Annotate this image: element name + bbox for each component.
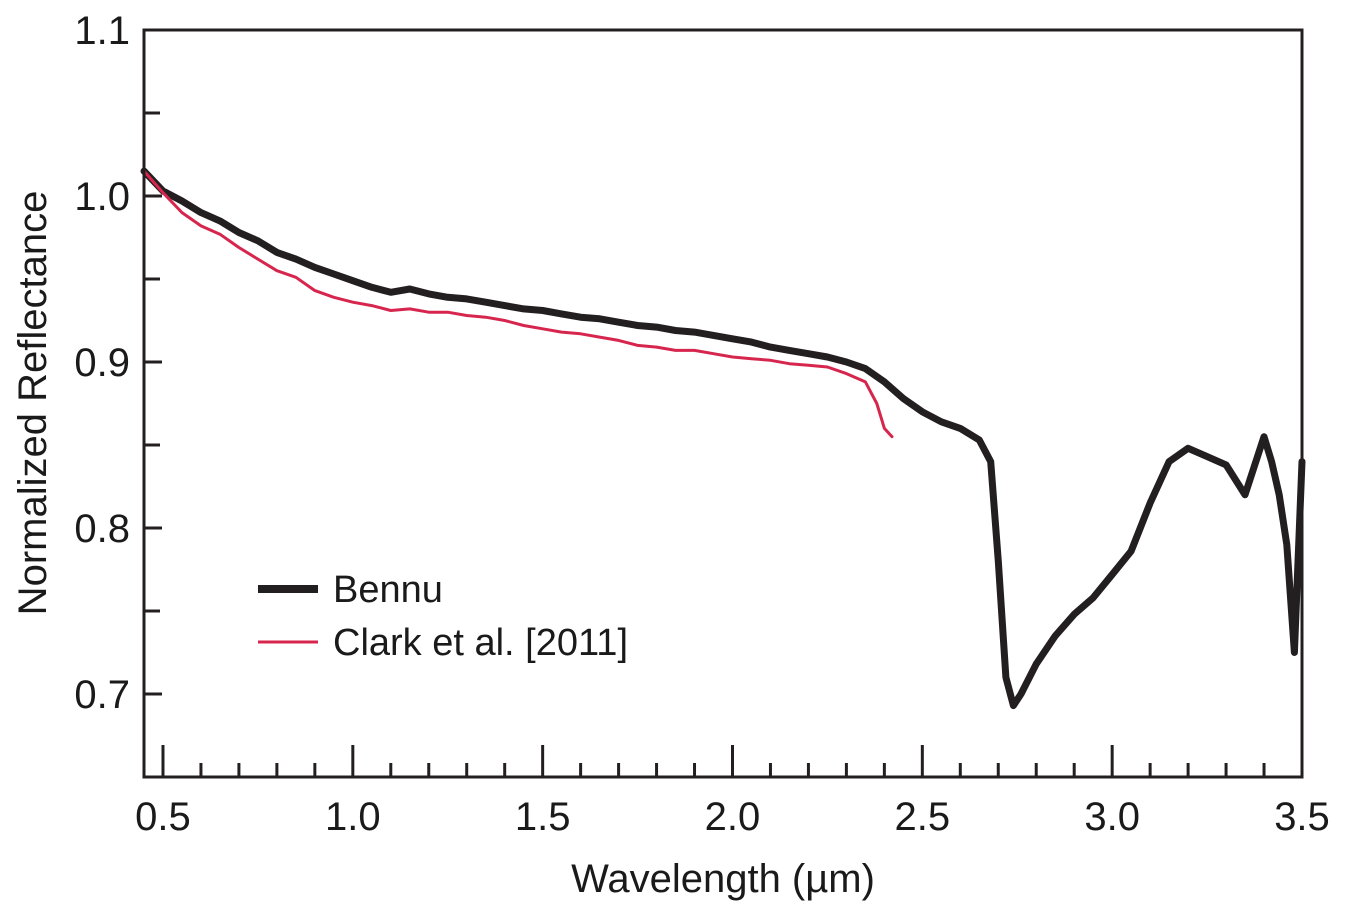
series-line-clark: [142, 169, 894, 439]
x-tick-label: 0.5: [135, 795, 191, 839]
y-tick-label: 0.9: [74, 341, 130, 385]
x-tick-label: 1.5: [515, 795, 571, 839]
plot-frame: [142, 28, 1304, 779]
x-tick-label: 2.0: [705, 795, 761, 839]
tick-layer: 0.5 1.0 1.5 2.0 2.5 3.0 3.5 0.7 0.8 0.9 1.0 1.1: [74, 9, 1329, 839]
y-tick-label: 1.1: [74, 9, 130, 53]
legend: Bennu Clark et al. [2011]: [258, 569, 628, 664]
legend-label-bennu: Bennu: [333, 569, 443, 611]
series-line-bennu: [140, 167, 1306, 710]
x-tick-label: 2.5: [895, 795, 951, 839]
y-axis-title: Normalized Reflectance: [11, 191, 55, 616]
y-tick-label: 0.8: [74, 507, 130, 551]
legend-label-clark: Clark et al. [2011]: [333, 622, 628, 664]
x-tick-label: 3.0: [1084, 795, 1140, 839]
x-tick-label: 1.0: [325, 795, 381, 839]
x-tick-label: 3.5: [1274, 795, 1330, 839]
x-axis-title: Wavelength (µm): [571, 857, 875, 901]
y-tick-label: 1.0: [74, 175, 130, 219]
series-layer: [140, 167, 1306, 710]
y-tick-label: 0.7: [74, 673, 130, 717]
